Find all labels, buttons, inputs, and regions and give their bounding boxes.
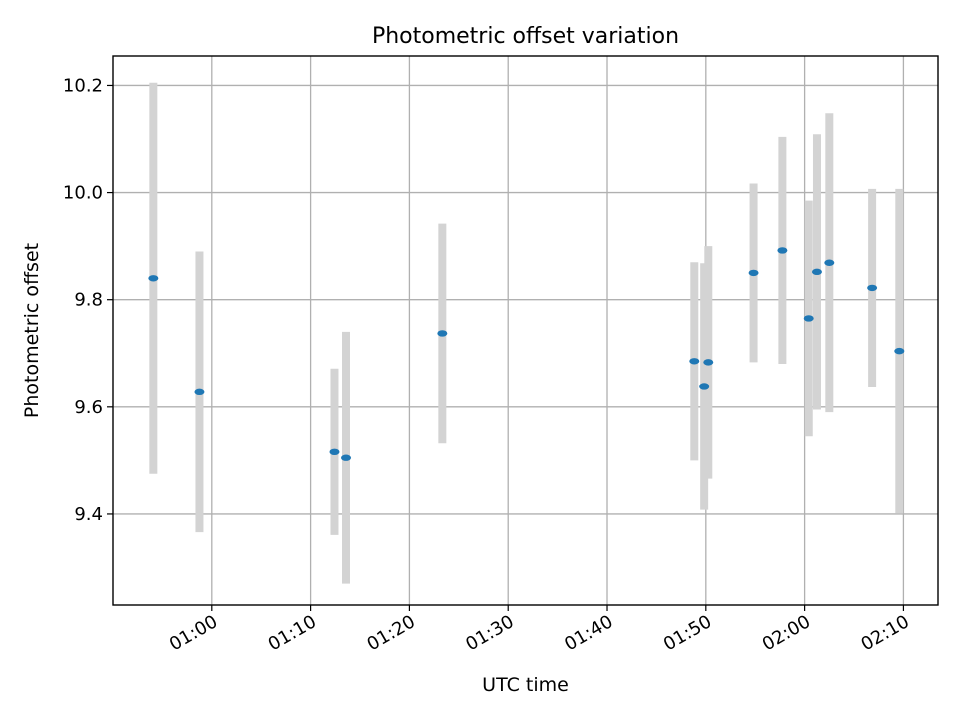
y-tick-label: 9.6 xyxy=(74,397,103,418)
plot-frame xyxy=(112,55,939,606)
data-point xyxy=(341,454,352,461)
data-point xyxy=(824,259,835,266)
data-point xyxy=(329,448,340,456)
data-point xyxy=(194,388,205,396)
data-points xyxy=(148,247,905,461)
data-point xyxy=(894,347,905,355)
y-axis-label: Photometric offset xyxy=(21,243,43,418)
data-point xyxy=(703,359,714,366)
y-tick-label: 9.4 xyxy=(74,504,103,525)
data-point xyxy=(867,284,878,292)
data-point xyxy=(777,247,788,254)
chart-title: Photometric offset variation xyxy=(372,24,679,49)
y-tick-label: 10.0 xyxy=(63,183,103,204)
data-point xyxy=(811,268,822,276)
y-tick-label: 9.8 xyxy=(74,290,103,311)
data-point xyxy=(699,383,710,390)
y-tick-label: 10.2 xyxy=(63,75,103,96)
data-point xyxy=(689,358,700,365)
data-point xyxy=(437,330,448,337)
data-point xyxy=(803,315,814,322)
grid xyxy=(113,56,938,605)
x-axis-label: UTC time xyxy=(482,674,569,696)
data-point xyxy=(748,269,759,277)
data-point xyxy=(148,275,159,282)
